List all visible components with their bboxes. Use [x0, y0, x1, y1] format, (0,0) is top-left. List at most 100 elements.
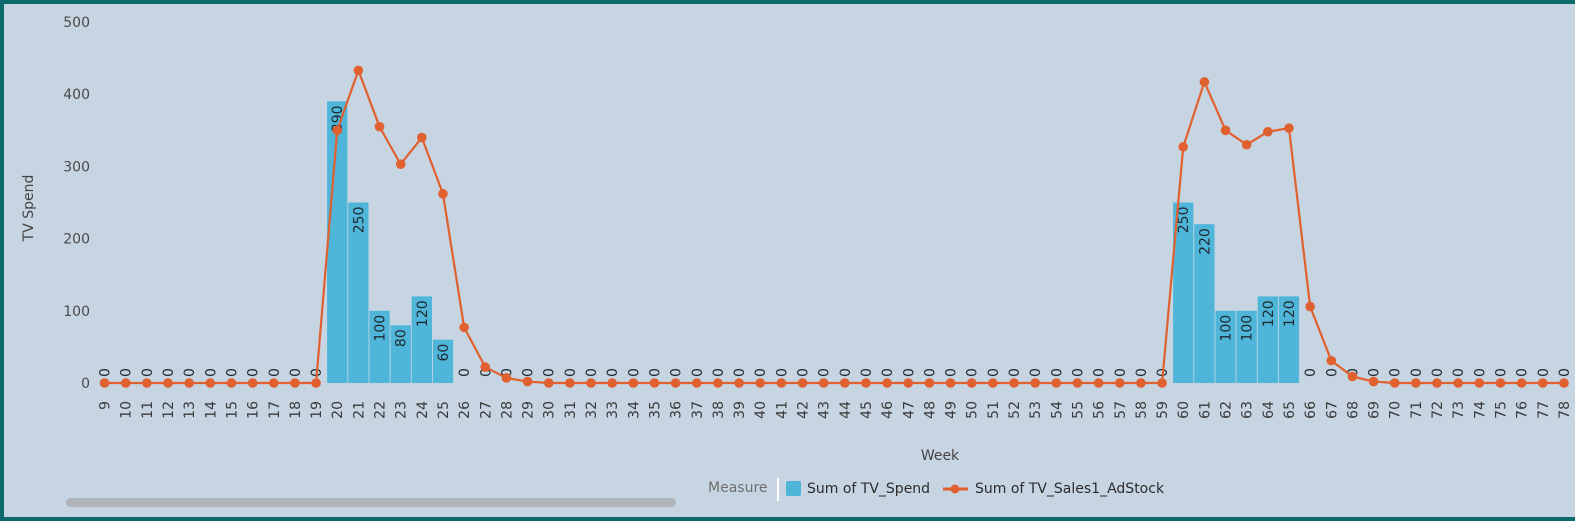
bar-week-60[interactable] [1173, 202, 1194, 384]
adstock-point-week-10[interactable] [120, 378, 131, 388]
x-axis: 9 10 11 12 13 14 15 16 17 18 19 20 21 22 23 24 25 26 27 28 2… [98, 401, 1573, 419]
adstock-point-week-23[interactable] [395, 159, 406, 170]
adstock-point-week-27[interactable] [480, 362, 491, 372]
bar-week-63[interactable] [1236, 310, 1257, 383]
adstock-point-week-70[interactable] [1389, 378, 1400, 388]
adstock-point-week-41[interactable] [776, 378, 787, 388]
adstock-point-week-31[interactable] [565, 378, 575, 388]
bar-label-week-43: 0 [817, 368, 833, 377]
adstock-point-week-34[interactable] [628, 378, 639, 388]
adstock-point-week-67[interactable] [1326, 355, 1337, 366]
adstock-point-week-42[interactable] [797, 378, 808, 388]
adstock-point-week-73[interactable] [1453, 378, 1463, 388]
adstock-point-week-32[interactable] [586, 378, 596, 388]
adstock-point-week-25[interactable] [438, 189, 448, 199]
adstock-point-week-59[interactable] [1157, 378, 1167, 388]
adstock-point-week-46[interactable] [882, 378, 892, 388]
adstock-point-week-54[interactable] [1051, 378, 1062, 388]
legend: Measure Sum of TV_Spend Sum of TV_Sales1… [708, 478, 1165, 501]
adstock-point-week-66[interactable] [1305, 301, 1315, 312]
adstock-point-week-45[interactable] [861, 378, 871, 388]
adstock-point-week-13[interactable] [184, 378, 194, 388]
adstock-point-week-33[interactable] [607, 378, 617, 388]
adstock-point-week-51[interactable] [988, 378, 998, 388]
adstock-point-week-18[interactable] [290, 378, 300, 388]
bar-week-62[interactable] [1215, 310, 1236, 383]
adstock-point-week-63[interactable] [1241, 139, 1252, 150]
adstock-point-week-53[interactable] [1030, 378, 1040, 388]
adstock-point-week-48[interactable] [924, 378, 935, 388]
adstock-point-week-62[interactable] [1220, 125, 1231, 136]
x-tick-label-46: 46 [880, 401, 896, 419]
bar-label-week-29: 0 [521, 368, 537, 377]
adstock-point-week-40[interactable] [755, 378, 766, 388]
bar-week-24[interactable] [411, 296, 432, 383]
adstock-point-week-52[interactable] [1009, 378, 1019, 388]
legend-label-tv-spend[interactable]: Sum of TV_Spend [807, 481, 930, 497]
legend-swatch-tv-spend[interactable] [786, 481, 801, 496]
adstock-point-week-78[interactable] [1559, 378, 1569, 388]
legend-swatch-adstock-dot[interactable] [950, 484, 960, 494]
adstock-point-week-30[interactable] [543, 378, 554, 388]
bar-label-week-16: 0 [246, 368, 262, 377]
adstock-point-week-35[interactable] [649, 378, 660, 388]
adstock-point-week-68[interactable] [1347, 371, 1358, 382]
adstock-point-week-65[interactable] [1284, 123, 1294, 133]
adstock-point-week-75[interactable] [1495, 378, 1506, 388]
bar-week-20[interactable] [327, 101, 348, 384]
bar-label-week-34: 0 [626, 368, 642, 377]
bar-week-65[interactable] [1278, 296, 1300, 383]
bar-label-week-33: 0 [605, 368, 621, 377]
bar-label-week-36: 0 [669, 368, 685, 377]
bar-week-22[interactable] [369, 310, 390, 383]
adstock-point-week-16[interactable] [247, 378, 258, 388]
adstock-point-week-29[interactable] [522, 376, 533, 387]
adstock-point-week-21[interactable] [353, 65, 364, 76]
horizontal-scrollbar-thumb[interactable] [66, 498, 676, 507]
adstock-point-week-17[interactable] [268, 378, 279, 388]
bar-label-week-40: 0 [753, 368, 769, 377]
adstock-point-week-72[interactable] [1432, 378, 1442, 388]
adstock-point-week-61[interactable] [1199, 77, 1210, 87]
bar-week-23[interactable] [390, 325, 411, 383]
adstock-point-week-19[interactable] [311, 378, 321, 388]
adstock-point-week-11[interactable] [142, 378, 152, 388]
bar-week-21[interactable] [348, 202, 369, 384]
adstock-point-week-60[interactable] [1178, 142, 1189, 152]
adstock-point-week-74[interactable] [1474, 378, 1485, 388]
adstock-point-week-26[interactable] [459, 322, 469, 333]
adstock-point-week-28[interactable] [501, 373, 512, 383]
adstock-point-week-58[interactable] [1136, 378, 1146, 388]
adstock-point-week-77[interactable] [1537, 378, 1548, 388]
legend-label-adstock[interactable]: Sum of TV_Sales1_AdStock [975, 481, 1165, 497]
adstock-point-week-76[interactable] [1516, 378, 1527, 388]
bar-week-25[interactable] [432, 339, 454, 383]
x-tick-label-24: 24 [415, 401, 431, 419]
adstock-point-week-20[interactable] [332, 125, 343, 136]
adstock-point-week-24[interactable] [417, 132, 427, 143]
adstock-point-week-14[interactable] [205, 378, 216, 388]
bar-label-week-65: 120 [1282, 300, 1298, 327]
bar-week-61[interactable] [1194, 224, 1215, 383]
adstock-point-week-37[interactable] [691, 378, 702, 388]
adstock-point-week-15[interactable] [226, 378, 237, 388]
x-tick-label-55: 55 [1070, 401, 1086, 419]
adstock-point-week-22[interactable] [374, 121, 385, 132]
adstock-point-week-57[interactable] [1114, 378, 1125, 388]
adstock-point-week-64[interactable] [1263, 126, 1273, 137]
adstock-point-week-69[interactable] [1368, 376, 1379, 387]
adstock-point-week-39[interactable] [734, 378, 744, 388]
adstock-point-week-43[interactable] [818, 378, 829, 388]
adstock-point-week-36[interactable] [670, 378, 681, 388]
adstock-point-week-9[interactable] [99, 378, 110, 388]
adstock-point-week-56[interactable] [1093, 378, 1104, 388]
bar-week-64[interactable] [1257, 296, 1278, 383]
adstock-point-week-49[interactable] [945, 378, 956, 388]
adstock-point-week-50[interactable] [966, 378, 977, 388]
adstock-point-week-55[interactable] [1072, 378, 1083, 388]
adstock-point-week-47[interactable] [903, 378, 914, 388]
adstock-point-week-12[interactable] [163, 378, 173, 388]
adstock-point-week-44[interactable] [840, 378, 850, 388]
adstock-point-week-38[interactable] [713, 378, 723, 388]
adstock-point-week-71[interactable] [1411, 378, 1421, 388]
